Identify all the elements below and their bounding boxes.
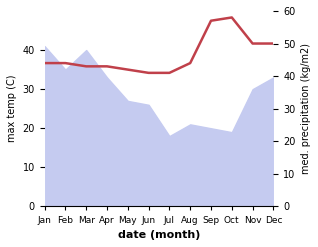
Y-axis label: max temp (C): max temp (C) [7,75,17,143]
Y-axis label: med. precipitation (kg/m2): med. precipitation (kg/m2) [301,43,311,174]
X-axis label: date (month): date (month) [118,230,200,240]
